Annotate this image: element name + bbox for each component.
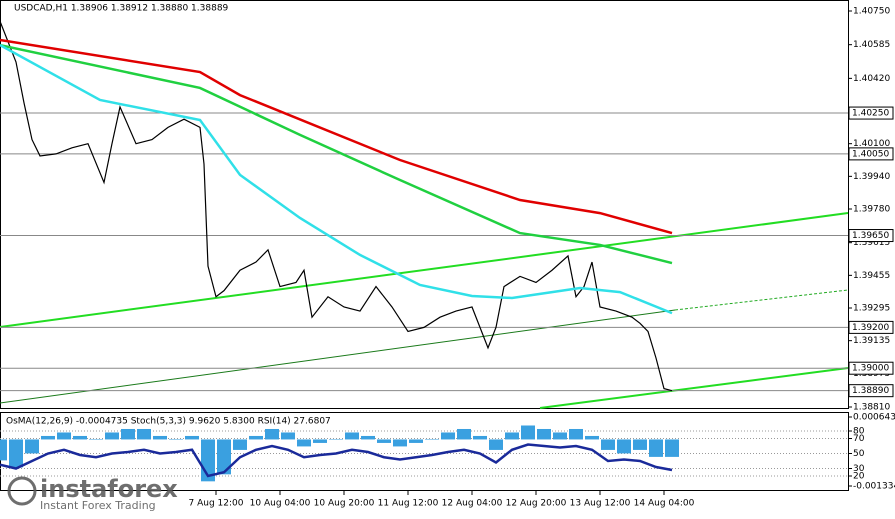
chart-title: USDCAD,H1 1.38906 1.38912 1.38880 1.3888…: [14, 4, 229, 14]
x-tick-label: 10 Aug 20:00: [314, 499, 375, 509]
osma-bar: [345, 432, 359, 440]
osma-bar: [41, 435, 55, 440]
y-tick-label: 80: [853, 427, 865, 437]
watermark-brand: instaforex: [40, 475, 178, 503]
osma-bar: [361, 435, 375, 440]
osma-bar: [537, 428, 551, 440]
osma-bar: [9, 439, 23, 468]
y-tick-label: 1.39780: [853, 205, 890, 215]
x-tick-label: 12 Aug 20:00: [506, 499, 567, 509]
osma-bar: [553, 432, 567, 440]
level-label: 1.40050: [852, 149, 889, 159]
y-tick-label: 70: [853, 434, 865, 444]
indicator-line: [0, 38, 673, 235]
osma-bar: [521, 425, 535, 440]
indicator-title: OsMA(12,26,9) -0.0004735 Stoch(5,3,3) 9.…: [6, 417, 331, 427]
osma-bar: [249, 435, 263, 440]
osma-bar: [441, 432, 455, 440]
x-tick-label: 7 Aug 12:00: [189, 499, 244, 509]
y-tick-label: 1.39295: [853, 304, 890, 314]
osma-bar: [233, 439, 247, 450]
y-tick-label: 1.40100: [853, 139, 890, 149]
y-tick-label: 30: [853, 464, 865, 474]
x-tick-label: 13 Aug 12:00: [570, 499, 631, 509]
y-tick-label: 1.38810: [853, 403, 890, 413]
osma-bar: [0, 439, 7, 461]
osma-bar: [153, 435, 167, 440]
level-box: [848, 106, 894, 120]
osma-bar: [649, 439, 663, 457]
osma-bar: [73, 435, 87, 440]
osma-bar: [185, 435, 199, 440]
osma-bar: [617, 439, 631, 454]
x-tick-label: 12 Aug 04:00: [442, 499, 503, 509]
x-tick-label: 11 Aug 12:00: [378, 499, 439, 509]
osma-bar: [505, 432, 519, 440]
y-tick-label: 1.39135: [853, 336, 890, 346]
osma-bar: [329, 439, 343, 440]
price-frame: [0, 0, 849, 409]
osma-bar: [121, 428, 135, 440]
level-label: 1.39650: [852, 231, 889, 241]
level-label: 1.38890: [852, 386, 889, 396]
y-tick-label: -0.001334: [853, 482, 895, 492]
y-tick-label: 1.40420: [853, 74, 890, 84]
y-tick-label: 1.39940: [853, 172, 890, 182]
osma-bar: [569, 428, 583, 440]
y-tick-label: 1.40585: [853, 40, 890, 50]
level-box: [848, 147, 894, 161]
level-box: [848, 320, 894, 334]
indicator-line: [0, 43, 673, 265]
osma-bar: [297, 439, 311, 447]
osma-bar: [457, 428, 471, 440]
y-tick-label: 1.39455: [853, 271, 890, 281]
level-label: 1.39200: [852, 323, 889, 333]
x-tick-label: 14 Aug 04:00: [634, 499, 695, 509]
osma-bar: [313, 439, 327, 443]
trend-line-extension: [674, 289, 849, 311]
osma-bar: [425, 439, 439, 440]
osma-bar: [217, 439, 231, 475]
channel-line: [539, 367, 849, 409]
osma-bar: [281, 432, 295, 440]
osma-bar: [585, 435, 599, 440]
osma-bar: [601, 439, 615, 450]
osma-bar: [665, 439, 679, 457]
y-tick-label: 50: [853, 449, 865, 459]
watermark-tagline: Instant Forex Trading: [40, 499, 156, 512]
osma-bar: [633, 439, 647, 450]
osma-bar: [377, 439, 391, 443]
osma-bar: [169, 439, 183, 440]
osma-bar: [89, 439, 103, 440]
osma-bar: [137, 428, 151, 440]
indicator-line: [0, 443, 673, 478]
y-tick-label: 0.0006434: [853, 413, 895, 423]
indicator-line: [0, 43, 673, 315]
level-box: [848, 229, 894, 243]
logo-icon: [7, 476, 37, 506]
osma-bar: [265, 428, 279, 440]
y-tick-label: 20: [853, 472, 865, 482]
osma-bar: [489, 439, 503, 450]
osma-bar: [473, 435, 487, 440]
osma-bar: [57, 432, 71, 440]
y-tick-label: 1.39615: [853, 238, 890, 248]
channel-line: [0, 212, 849, 328]
level-box: [848, 361, 894, 375]
watermark: instaforex Instant Forex Trading: [7, 475, 178, 512]
osma-bar: [393, 439, 407, 447]
x-tick-label: 10 Aug 04:00: [250, 499, 311, 509]
level-label: 1.39000: [852, 364, 889, 374]
y-tick-label: 1.40750: [853, 7, 890, 17]
level-box: [848, 384, 894, 398]
osma-bar: [105, 432, 119, 440]
trend-line: [0, 309, 676, 404]
osma-bar: [409, 439, 423, 443]
osma-bar: [25, 439, 39, 454]
level-label: 1.40250: [852, 109, 889, 119]
